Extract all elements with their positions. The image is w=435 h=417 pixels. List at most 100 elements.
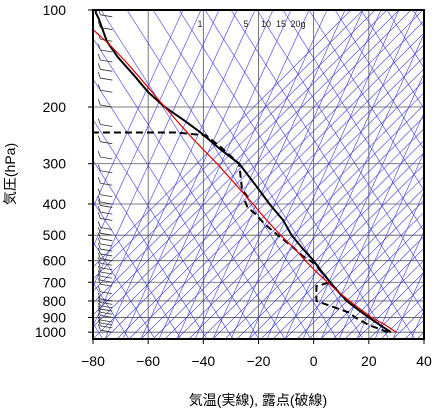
mixing-ratio-line: [204, 10, 416, 339]
wind-barb-staff: [100, 77, 113, 81]
x-axis: −80 −60 −40 −20 0 20 40: [81, 339, 432, 369]
wind-barb-staff: [100, 283, 113, 287]
wind-barb-flag: [97, 316, 101, 324]
wind-barb: [97, 21, 113, 30]
wind-barb-flag: [97, 313, 101, 321]
wind-barbs: [97, 8, 113, 333]
dry-adiabat-line: [416, 331, 424, 339]
moist-adiabat-line: [93, 10, 184, 209]
wind-barb-staff: [100, 305, 113, 309]
wind-barb: [97, 232, 113, 242]
x-tick-label: −40: [191, 353, 215, 369]
wind-barb-flag: [97, 33, 101, 40]
wind-barb-flag: [97, 299, 101, 306]
moist-adiabat-line: [284, 33, 424, 339]
moist-adiabat-line: [392, 270, 424, 339]
wind-barb-flag: [97, 164, 101, 171]
dry-adiabat-line: [332, 247, 424, 339]
wind-barb: [97, 313, 113, 323]
wind-barb: [97, 135, 113, 145]
wind-barb: [97, 278, 113, 287]
wind-barb-flag: [97, 199, 101, 206]
wind-barb-flag: [97, 84, 101, 91]
moist-adiabat-line: [320, 112, 424, 339]
wind-barb-staff: [100, 205, 113, 208]
wind-barb-staff: [100, 201, 113, 205]
wind-barb: [97, 150, 113, 160]
mixing-ratio-line: [93, 159, 208, 339]
mixing-ratio-line: [100, 10, 312, 339]
wind-barb-staff: [100, 182, 113, 186]
wind-barb-flag: [97, 296, 101, 303]
mixing-ratio-line: [93, 78, 260, 339]
dry-adiabat-line: [308, 223, 424, 339]
wind-barb-flag: [97, 319, 101, 327]
dry-adiabat-line: [93, 10, 352, 268]
wind-barb-flag: [97, 98, 101, 106]
wind-barb-flag: [97, 302, 101, 310]
wind-barb-flag: [97, 43, 101, 51]
y-tick-label: 600: [43, 253, 67, 269]
wind-barb-flag: [97, 278, 101, 285]
wind-barb-flag: [97, 324, 101, 331]
mixing-ratio-label: 10: [261, 19, 271, 29]
y-tick-label: 900: [43, 309, 67, 325]
wind-barb-staff: [100, 275, 113, 279]
wind-barb: [97, 270, 113, 279]
dry-adiabat-line: [188, 104, 424, 339]
wind-barb-staff: [100, 329, 113, 333]
wind-barb-staff: [100, 89, 113, 93]
wind-barb-staff: [100, 156, 113, 160]
wind-barb-flag: [97, 292, 101, 300]
wind-barb: [97, 252, 113, 262]
wind-barb-flag: [97, 247, 101, 255]
wind-barb-staff: [100, 298, 113, 302]
y-tick-label: 200: [43, 99, 67, 115]
y-tick-label: 100: [43, 2, 67, 18]
mixing-ratio-line: [93, 37, 286, 339]
moist-adiabat-line: [266, 10, 418, 339]
moist-adiabat-line: [176, 10, 328, 339]
wind-barb: [97, 319, 113, 329]
dry-adiabat-line: [296, 211, 424, 339]
wind-barb-flag: [97, 237, 101, 245]
wind-barb-staff: [100, 14, 113, 18]
wind-barb-staff: [100, 267, 113, 271]
y-axis-label: 気圧(hPa): [2, 143, 18, 205]
wind-barb-flag: [97, 221, 101, 228]
wind-barb: [97, 188, 113, 198]
mixing-ratio-label: 1: [197, 19, 202, 29]
wind-barb: [97, 247, 113, 257]
y-tick-label: 500: [43, 227, 67, 243]
wind-barb: [97, 212, 113, 221]
wind-barb: [97, 118, 113, 127]
wind-barb: [97, 306, 113, 315]
moist-adiabat-line: [248, 10, 400, 339]
dry-adiabat-line: [320, 235, 424, 339]
wind-barb: [97, 33, 113, 42]
wind-barb: [97, 274, 113, 283]
wind-barb-flag: [97, 71, 101, 79]
wind-barb-staff: [100, 124, 113, 127]
temperature-line: [94, 10, 392, 334]
parcel-line: [93, 29, 397, 333]
wind-barb-flag: [97, 285, 101, 292]
wind-barb-staff: [100, 227, 113, 230]
wind-barb-flag: [97, 63, 101, 70]
x-tick-label: 20: [361, 353, 377, 369]
x-tick-label: 40: [416, 353, 432, 369]
wind-barb-flag: [97, 252, 101, 259]
wind-barb-staff: [100, 279, 113, 283]
wind-barb-flag: [97, 232, 101, 239]
dry-adiabat-line: [260, 176, 424, 339]
series-layer: [93, 10, 397, 334]
wind-barb: [97, 242, 113, 252]
wind-barb-staff: [100, 218, 113, 221]
wind-barb-staff: [100, 248, 113, 252]
wind-barb: [97, 237, 113, 247]
mixing-ratio-label: 20g: [290, 19, 305, 29]
dewpoint-line: [93, 131, 389, 334]
y-tick-label: 300: [43, 156, 67, 172]
moist-adiabat-line: [212, 10, 364, 339]
